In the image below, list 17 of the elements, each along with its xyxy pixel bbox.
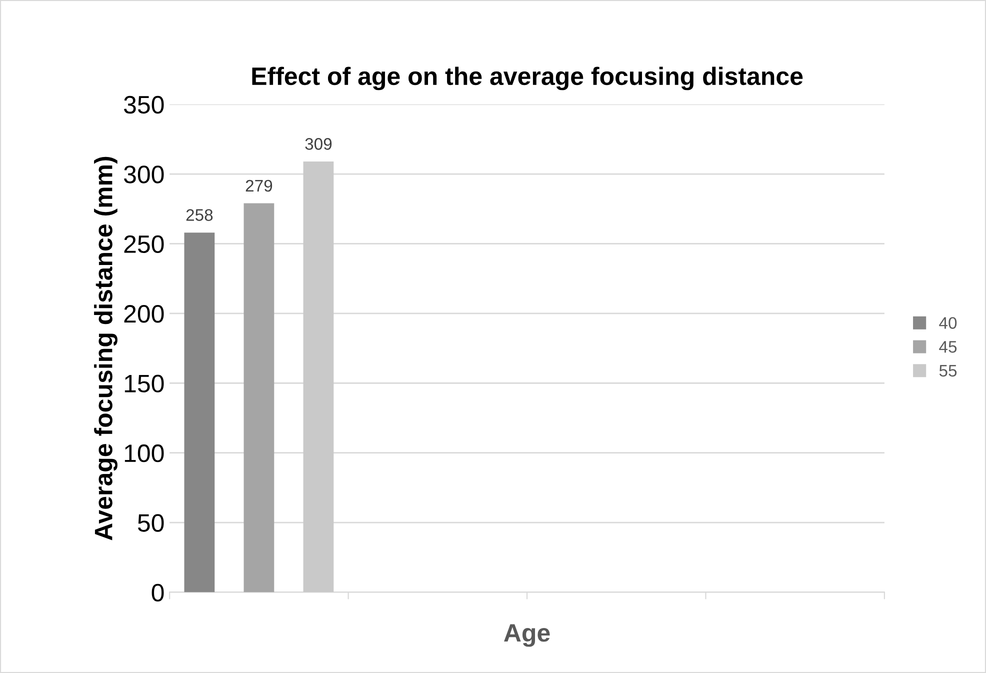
legend-label: 55: [939, 364, 957, 377]
y-axis-title: Average focusing distance (mm): [94, 156, 118, 540]
chart-title: Effect of age on the average focusing distance: [252, 66, 803, 90]
legend-label: 45: [939, 341, 957, 353]
data-label: 258: [186, 209, 213, 221]
y-tick-label: 0: [152, 584, 164, 602]
y-tick-label: 100: [124, 444, 164, 462]
data-label: 279: [246, 180, 272, 192]
y-tick-label: 250: [124, 235, 164, 254]
y-tick-label: 350: [124, 96, 164, 114]
legend-label: 40: [939, 317, 957, 329]
y-tick-label: 200: [124, 305, 164, 323]
data-label: 309: [305, 138, 332, 150]
x-axis-title: Age: [504, 624, 550, 647]
y-tick-label: 150: [124, 374, 164, 392]
y-tick-label: 50: [138, 514, 164, 532]
y-tick-label: 300: [124, 166, 164, 184]
